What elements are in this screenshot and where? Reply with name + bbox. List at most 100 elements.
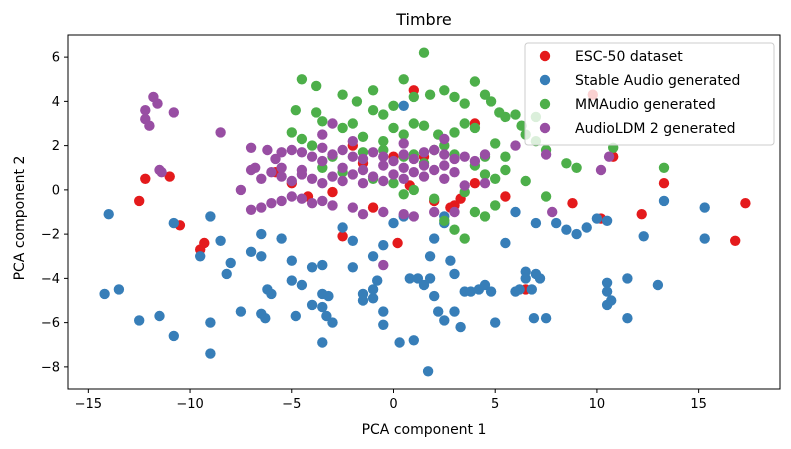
scatter-point (140, 173, 151, 184)
scatter-point (459, 98, 470, 109)
scatter-point (154, 310, 165, 322)
scatter-point (658, 195, 670, 207)
scatter-point (449, 167, 460, 178)
scatter-point (378, 109, 389, 120)
scatter-point (357, 209, 369, 220)
scatter-point (510, 140, 521, 151)
scatter-point (317, 178, 328, 189)
scatter-point (290, 105, 301, 116)
scatter-point (347, 235, 358, 246)
points-layer (99, 47, 751, 377)
scatter-point (398, 162, 409, 173)
scatter-point (445, 255, 456, 266)
scatter-point (449, 91, 460, 103)
y-tick-label: −6 (41, 316, 60, 331)
scatter-point (337, 144, 348, 156)
scatter-point (408, 91, 419, 103)
scatter-point (581, 222, 592, 233)
scatter-point (439, 215, 450, 226)
scatter-point (357, 164, 369, 176)
scatter-point (540, 313, 552, 324)
scatter-point (306, 299, 318, 311)
scatter-point (296, 279, 308, 291)
scatter-point (378, 319, 389, 330)
scatter-point (418, 147, 430, 158)
scatter-point (286, 127, 297, 138)
scatter-point (439, 149, 450, 160)
scatter-point (311, 80, 322, 92)
scatter-point (306, 173, 318, 184)
scatter-point (134, 315, 145, 326)
scatter-point (636, 209, 647, 220)
scatter-point (571, 228, 582, 240)
scatter-point (337, 222, 348, 233)
scatter-point (378, 259, 389, 271)
scatter-point (262, 144, 273, 156)
scatter-point (378, 136, 389, 147)
scatter-point (99, 288, 110, 300)
scatter-point (398, 100, 409, 112)
scatter-point (520, 273, 531, 284)
x-tick-label: 5 (491, 397, 499, 412)
scatter-point (439, 315, 450, 326)
scatter-point (510, 109, 521, 120)
scatter-point (540, 149, 552, 160)
scatter-point (433, 306, 444, 317)
x-tick-label: 15 (690, 397, 707, 412)
scatter-point (490, 200, 501, 211)
scatter-point (367, 171, 379, 182)
scatter-point (317, 155, 328, 167)
legend-marker (539, 122, 551, 134)
scatter-point (140, 105, 151, 116)
scatter-point (479, 178, 491, 189)
scatter-point (327, 186, 338, 198)
scatter-point (530, 217, 542, 229)
scatter-point (601, 215, 613, 226)
legend-box (524, 42, 775, 146)
scatter-point (398, 149, 409, 160)
legend-marker (539, 98, 551, 110)
scatter-point (327, 317, 338, 328)
scatter-point (394, 337, 405, 348)
scatter-point (408, 118, 419, 129)
scatter-point (327, 118, 338, 129)
scatter-point (699, 202, 710, 213)
scatter-point (296, 147, 308, 158)
chart-title: Timbre (395, 10, 452, 29)
scatter-point (245, 164, 257, 176)
scatter-point (449, 153, 460, 165)
scatter-point (337, 122, 348, 134)
scatter-point (347, 151, 358, 162)
x-tick-label: 0 (389, 397, 397, 412)
scatter-point (245, 142, 257, 153)
scatter-point (449, 206, 460, 218)
scatter-point (276, 195, 287, 207)
scatter-point (347, 118, 358, 129)
scatter-point (418, 171, 430, 182)
scatter-point (485, 286, 497, 297)
scatter-point (429, 233, 440, 244)
scatter-point (606, 295, 617, 306)
scatter-point (591, 213, 603, 224)
scatter-point (317, 301, 328, 313)
scatter-point (367, 293, 379, 304)
x-tick-label: 10 (589, 397, 606, 412)
scatter-point (551, 217, 562, 229)
scatter-point (398, 209, 409, 220)
scatter-point (367, 147, 379, 158)
scatter-point (296, 164, 308, 176)
scatter-point (378, 306, 389, 317)
scatter-point (520, 175, 531, 187)
scatter-point (455, 321, 466, 333)
scatter-point (528, 313, 540, 324)
scatter-point (306, 140, 318, 151)
scatter-point (168, 217, 179, 229)
scatter-point (388, 100, 399, 112)
scatter-point (398, 129, 409, 140)
scatter-point (510, 206, 521, 218)
scatter-point (103, 209, 114, 220)
scatter-point (439, 160, 450, 171)
scatter-point (134, 195, 145, 207)
scatter-point (245, 204, 257, 215)
ticks-layer: −15 −10 −5 0 5 10 15 −8 −6 −4 −2 0 2 4 6 (41, 51, 707, 412)
